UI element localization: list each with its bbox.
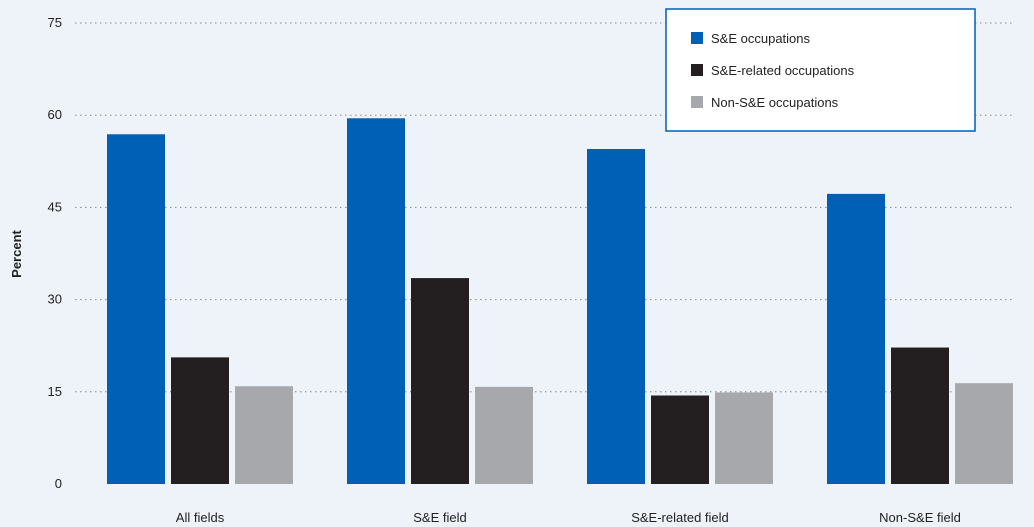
legend-entry: Non-S&E occupations: [711, 95, 839, 110]
bar: [891, 347, 949, 484]
x-axis-category-labels: All fields S&E field S&E-related field Non-…: [176, 510, 961, 525]
bar: [347, 118, 405, 485]
y-tick-label: 30: [48, 292, 62, 307]
legend-swatch: [691, 64, 703, 76]
legend-entry: S&E-related occupations: [711, 63, 855, 78]
bar: [235, 386, 293, 484]
x-category-label: S&E field: [413, 510, 466, 525]
bar: [475, 386, 533, 484]
y-axis-ticks: 0 15 30 45 60 75: [48, 15, 62, 491]
legend-swatch: [691, 96, 703, 108]
y-tick-label: 45: [48, 199, 62, 214]
bar: [107, 134, 165, 484]
bar: [411, 278, 469, 484]
y-tick-label: 0: [55, 476, 62, 491]
bar: [651, 395, 709, 484]
x-category-label: Non-S&E field: [879, 510, 961, 525]
bar: [171, 357, 229, 484]
bar: [587, 149, 645, 485]
y-axis-label: Percent: [9, 229, 24, 277]
bar: [715, 392, 773, 484]
bar: [955, 383, 1013, 484]
x-category-label: All fields: [176, 510, 225, 525]
legend-entry: S&E occupations: [711, 31, 811, 46]
legend-box: [665, 8, 976, 132]
bars: [107, 118, 1013, 485]
bar: [827, 193, 885, 485]
legend: S&E occupations S&E-related occupations No…: [665, 8, 976, 132]
y-tick-label: 15: [48, 384, 62, 399]
legend-swatch: [691, 32, 703, 44]
x-category-label: S&E-related field: [631, 510, 729, 525]
y-tick-label: 60: [48, 107, 62, 122]
y-tick-label: 75: [48, 15, 62, 30]
